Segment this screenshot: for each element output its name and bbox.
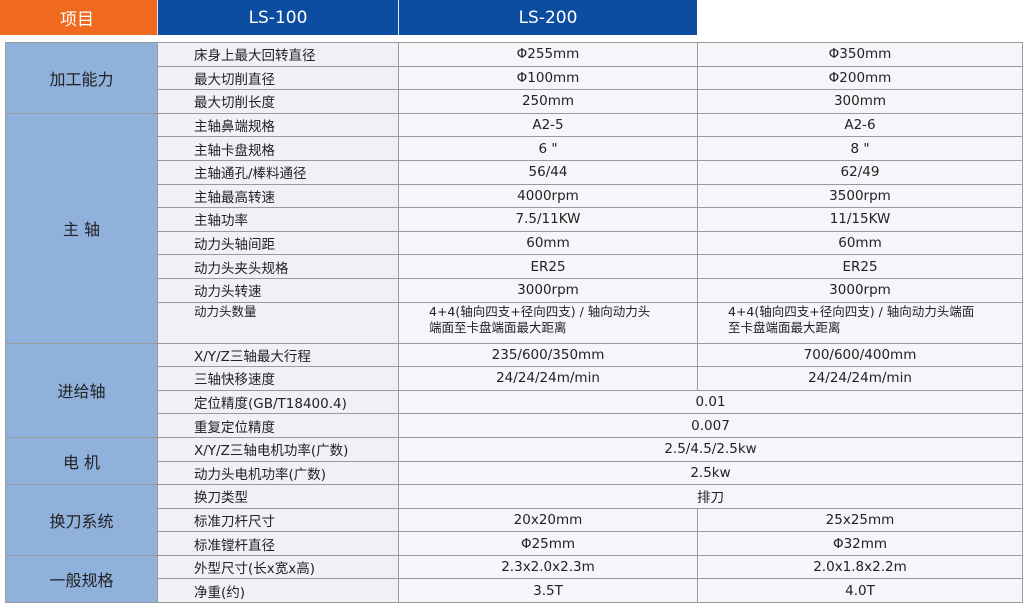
row-value: 4.0T (698, 579, 1023, 604)
row-value: 4+4(轴向四支+径向四支) / 轴向动力头端面至卡盘端面最大距离 (399, 302, 698, 344)
group-name: 一般规格 (6, 555, 158, 604)
row-value: 300mm (698, 90, 1023, 114)
row-label: 重复定位精度 (158, 414, 399, 438)
row-value: 250mm (399, 90, 698, 114)
group-name: 电 机 (6, 437, 158, 486)
row-label: 净重(约) (158, 579, 399, 604)
row-value: 0.01 (399, 390, 1023, 415)
row-value: 11/15KW (698, 208, 1023, 232)
row-label: 主轴最高转速 (158, 184, 399, 209)
row-label: 动力头转速 (158, 278, 399, 303)
row-value: 0.007 (399, 414, 1023, 438)
row-value: 8 " (698, 137, 1023, 161)
table-body: 加工能力 床身上最大回转直径 Φ255mm Φ350mm 最大切削直径 Φ100mm Φ20… (5, 42, 1023, 604)
group-name: 主 轴 (6, 113, 158, 344)
row-label: 定位精度(GB/T18400.4) (158, 390, 399, 415)
row-value: 7.5/11KW (399, 208, 698, 232)
row-value: 62/49 (698, 160, 1023, 185)
row-value: 700/600/400mm (698, 343, 1023, 368)
row-value: Φ32mm (698, 532, 1023, 556)
row-value: Φ350mm (698, 43, 1023, 67)
row-value: Φ25mm (399, 532, 698, 556)
row-label: 外型尺寸(长x宽x高) (158, 555, 399, 580)
row-value: 2.0x1.8x2.2m (698, 555, 1023, 580)
row-label: 动力头电机功率(广数) (158, 461, 399, 486)
row-value: 2.5kw (399, 461, 1023, 486)
row-label: 三轴快移速度 (158, 367, 399, 391)
row-value: 3500rpm (698, 184, 1023, 209)
row-label: 主轴鼻端规格 (158, 113, 399, 138)
header-model: LS-200 (398, 0, 697, 35)
table-header: 项目 LS-100 LS-200 (0, 0, 1022, 35)
row-value: A2-6 (698, 113, 1023, 138)
row-value: 60mm (698, 231, 1023, 256)
row-label: 换刀类型 (158, 485, 399, 509)
row-label: 动力头数量 (158, 302, 399, 344)
row-value: 235/600/350mm (399, 343, 698, 368)
row-value: 2.5/4.5/2.5kw (399, 437, 1023, 462)
row-value: 3.5T (399, 579, 698, 604)
row-value: A2-5 (399, 113, 698, 138)
row-label: 最大切削长度 (158, 90, 399, 114)
group-name: 换刀系统 (6, 485, 158, 556)
row-label: 动力头夹头规格 (158, 255, 399, 279)
row-value: 4000rpm (399, 184, 698, 209)
row-label: 床身上最大回转直径 (158, 43, 399, 67)
row-value: 24/24/24m/min (698, 367, 1023, 391)
row-label: 标准刀杆尺寸 (158, 508, 399, 533)
header-model: LS-100 (157, 0, 398, 35)
row-value: 排刀 (399, 485, 1023, 509)
row-value: Φ100mm (399, 66, 698, 91)
row-value: ER25 (399, 255, 698, 279)
row-value: 3000rpm (698, 278, 1023, 303)
group-name: 进给轴 (6, 343, 158, 438)
row-label: 标准镗杆直径 (158, 532, 399, 556)
row-value: 2.3x2.0x2.3m (399, 555, 698, 580)
group-name: 加工能力 (6, 43, 158, 114)
row-value: 25x25mm (698, 508, 1023, 533)
row-value: 4+4(轴向四支+径向四支) / 轴向动力头端面至卡盘端面最大距离 (698, 302, 1023, 344)
row-label: 最大切削直径 (158, 66, 399, 91)
row-value: Φ200mm (698, 66, 1023, 91)
row-value: 20x20mm (399, 508, 698, 533)
row-label: 主轴通孔/棒料通径 (158, 160, 399, 185)
row-value: 3000rpm (399, 278, 698, 303)
row-value: Φ255mm (399, 43, 698, 67)
row-label: X/Y/Z三轴电机功率(广数) (158, 437, 399, 462)
row-label: 动力头轴间距 (158, 231, 399, 256)
row-value: 56/44 (399, 160, 698, 185)
row-value: 60mm (399, 231, 698, 256)
row-value: ER25 (698, 255, 1023, 279)
row-label: 主轴卡盘规格 (158, 137, 399, 161)
row-label: 主轴功率 (158, 208, 399, 232)
row-value: 6 " (399, 137, 698, 161)
row-value: 24/24/24m/min (399, 367, 698, 391)
row-label: X/Y/Z三轴最大行程 (158, 343, 399, 368)
header-item: 项目 (0, 0, 157, 35)
